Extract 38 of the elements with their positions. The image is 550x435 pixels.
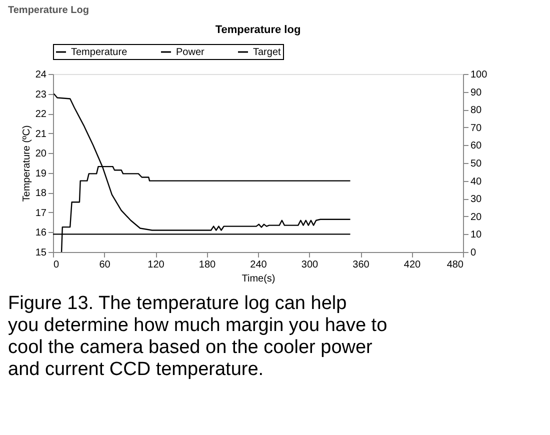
caption: Figure 13. The temperature log can help you determine how much margin you have to cool the camera based on the cooler power and current CCD temperature. bbox=[8, 293, 388, 380]
y-tick-label: 21 bbox=[35, 128, 47, 140]
y-tick-label: 20 bbox=[35, 148, 47, 160]
y2-tick-label: 30 bbox=[470, 194, 482, 206]
y2-tick-label: 50 bbox=[470, 158, 482, 170]
x-axis-title: Time(s) bbox=[242, 274, 276, 284]
y-tick-label: 17 bbox=[35, 208, 47, 219]
legend-label: Power bbox=[176, 47, 206, 58]
legend-label: Target bbox=[253, 47, 282, 58]
x-tick-label: 120 bbox=[148, 260, 165, 270]
y-tick-label: 24 bbox=[35, 70, 47, 80]
y2-tick-label: 70 bbox=[470, 122, 482, 134]
x-tick-label: 180 bbox=[198, 260, 216, 270]
y-tick-label: 15 bbox=[35, 248, 47, 258]
y-tick-label: 19 bbox=[35, 168, 47, 180]
y-axis-title: Temperature (ºC) bbox=[21, 125, 32, 202]
x-tick-label: 0 bbox=[54, 260, 60, 270]
y2-tick-label: 20 bbox=[470, 212, 482, 223]
x-tick-label: 300 bbox=[301, 260, 319, 270]
y2-tick-label: 80 bbox=[470, 105, 482, 116]
legend-label: Temperature bbox=[71, 47, 128, 58]
y2-tick-label: 90 bbox=[470, 87, 482, 98]
text: Temperature Log bbox=[8, 5, 89, 16]
y2-tick-label: 0 bbox=[470, 248, 476, 258]
x-tick-label: 360 bbox=[352, 260, 370, 270]
x-tick-label: 480 bbox=[446, 260, 464, 270]
x-tick-label: 420 bbox=[404, 260, 422, 270]
y2-tick-label: 40 bbox=[470, 176, 482, 188]
y2-tick-label: 60 bbox=[470, 140, 482, 152]
x-tick-label: 60 bbox=[99, 260, 111, 270]
x-tick-label: 240 bbox=[250, 260, 268, 270]
y-tick-label: 16 bbox=[35, 228, 47, 239]
chart-title: Temperature log bbox=[215, 24, 301, 36]
y-tick-label: 18 bbox=[35, 188, 47, 200]
y-tick-label: 23 bbox=[35, 89, 47, 100]
y-tick-label: 22 bbox=[35, 109, 47, 120]
y2-tick-label: 10 bbox=[470, 230, 482, 241]
y2-tick-label: 100 bbox=[470, 70, 488, 80]
